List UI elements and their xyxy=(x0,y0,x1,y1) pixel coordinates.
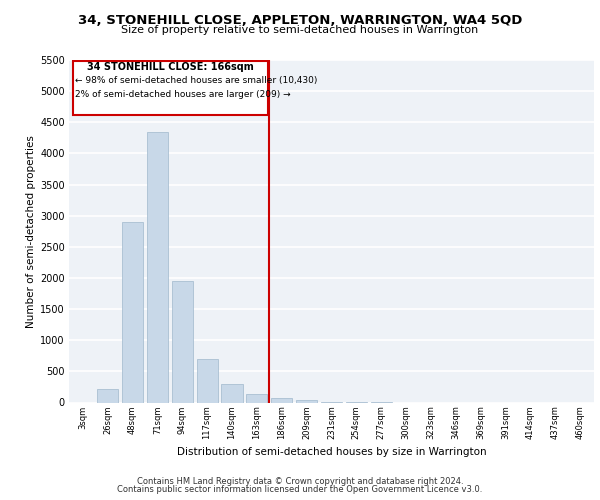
Bar xyxy=(197,359,218,403)
Text: Contains public sector information licensed under the Open Government Licence v3: Contains public sector information licen… xyxy=(118,485,482,494)
Bar xyxy=(147,132,168,402)
Bar xyxy=(97,389,118,402)
Bar xyxy=(122,222,143,402)
FancyBboxPatch shape xyxy=(73,61,268,115)
Text: 34 STONEHILL CLOSE: 166sqm: 34 STONEHILL CLOSE: 166sqm xyxy=(87,62,254,72)
Text: ← 98% of semi-detached houses are smaller (10,430): ← 98% of semi-detached houses are smalle… xyxy=(75,76,317,86)
Text: Contains HM Land Registry data © Crown copyright and database right 2024.: Contains HM Land Registry data © Crown c… xyxy=(137,477,463,486)
Y-axis label: Number of semi-detached properties: Number of semi-detached properties xyxy=(26,135,36,328)
Bar xyxy=(271,398,292,402)
Bar xyxy=(221,384,242,402)
Bar xyxy=(296,400,317,402)
Text: 34, STONEHILL CLOSE, APPLETON, WARRINGTON, WA4 5QD: 34, STONEHILL CLOSE, APPLETON, WARRINGTO… xyxy=(78,14,522,27)
Bar xyxy=(246,394,268,402)
X-axis label: Distribution of semi-detached houses by size in Warrington: Distribution of semi-detached houses by … xyxy=(176,448,487,458)
Bar xyxy=(172,281,193,402)
Text: 2% of semi-detached houses are larger (209) →: 2% of semi-detached houses are larger (2… xyxy=(75,90,291,99)
Text: Size of property relative to semi-detached houses in Warrington: Size of property relative to semi-detach… xyxy=(121,25,479,35)
